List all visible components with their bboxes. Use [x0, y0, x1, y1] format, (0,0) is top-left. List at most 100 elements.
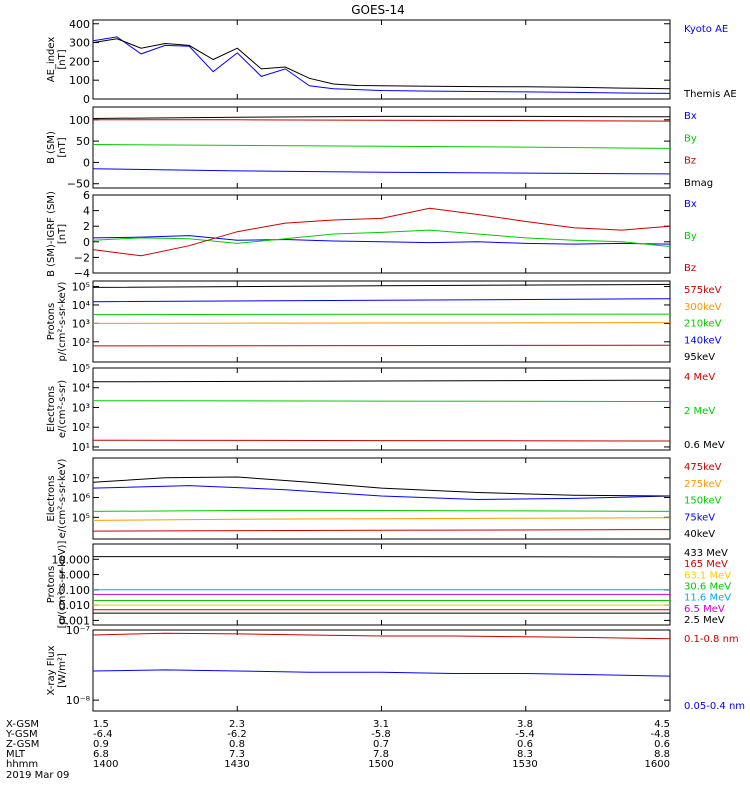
y-axis-label: B (SM)	[46, 131, 57, 164]
y-axis-label: B (SM)-IGRF (SM)	[46, 191, 57, 277]
y-tick-label: 0.010	[59, 599, 91, 612]
legend-label: By	[684, 231, 697, 242]
y-tick-label: 10³	[72, 401, 90, 414]
y-tick-label: −50	[67, 178, 90, 191]
footer-value: 8.8	[654, 749, 670, 760]
footer-value: -5.4	[515, 729, 535, 740]
series-line-bz	[93, 119, 670, 122]
series-line-275kev	[93, 517, 670, 521]
footer-value: 1500	[368, 759, 393, 770]
series-line-150kev	[93, 510, 670, 512]
legend-label: Bz	[684, 156, 696, 167]
footer-value: 0.6	[517, 739, 533, 750]
y-tick-label: 2	[83, 220, 90, 233]
y-tick-label: 6	[83, 189, 90, 202]
series-line-bz	[93, 207, 670, 257]
y-tick-label: 10⁴	[72, 299, 91, 312]
y-axis-label: Electrons	[46, 386, 57, 432]
y-tick-label: 10⁵	[72, 281, 90, 294]
series-line-0-05-0-4-nm	[93, 669, 670, 677]
footer-value: 3.1	[373, 719, 389, 730]
y-tick-label: 10¹	[72, 441, 90, 454]
y-tick-label: 10⁻⁷	[66, 624, 90, 637]
footer-value: 4.5	[654, 719, 670, 730]
y-axis-label: X-ray Flux	[46, 645, 57, 695]
footer-value: 7.8	[373, 749, 389, 760]
footer-value: 1600	[645, 759, 670, 770]
series-line-40kev	[93, 476, 670, 497]
panel-protons_lo: 10² 10³ 10⁴ 10⁵ Protons p/(cm²-s-sr-keV) 575ke…	[46, 280, 722, 363]
legend-label: 95keV	[684, 352, 715, 363]
panel-ae: 0 100 200 300 400 AE_index [nT] Kyoto AE Themis …	[46, 18, 737, 106]
series-line-bx	[93, 168, 670, 175]
footer-value: 0.6	[654, 739, 670, 750]
legend-label: 165 MeV	[684, 559, 728, 570]
legend-label: 275keV	[684, 479, 722, 490]
legend-label: Bz	[684, 263, 696, 274]
y-tick-label: 10³	[72, 317, 90, 330]
y-tick-label: 10⁵	[72, 362, 90, 375]
y-tick-label: −2	[74, 251, 90, 264]
y-tick-label: 0	[83, 156, 90, 169]
footer-value: 1.5	[93, 719, 109, 730]
footer-value: 0.9	[93, 739, 109, 750]
series-line-0-6-mev	[93, 379, 670, 383]
footer-row-label: hhmm	[6, 759, 38, 770]
footer-row-label: X-GSM	[6, 719, 39, 730]
series-line-95kev	[93, 283, 670, 288]
y-axis-label: AE_index	[46, 37, 57, 83]
legend-label: 0.05-0.4 nm	[684, 701, 745, 712]
y-tick-label: 0	[83, 93, 90, 106]
footer-value: -5.8	[371, 729, 391, 740]
y-tick-label: 10⁷	[72, 472, 90, 485]
y-tick-label: 10⁻⁸	[66, 694, 91, 707]
footer-value: -6.2	[227, 729, 247, 740]
legend-label: 75keV	[684, 512, 715, 523]
legend-label: Bx	[684, 199, 697, 210]
y-axis-label: Protons	[46, 566, 57, 603]
legend-label: 0.1-0.8 nm	[684, 634, 739, 645]
y-tick-label: 300	[69, 37, 90, 50]
y-tick-label: 0.100	[59, 584, 91, 597]
y-axis-label: e/(cm²-s-sr-keV)	[57, 459, 68, 539]
series-line-210kev	[93, 313, 670, 316]
legend-label: 40keV	[684, 529, 715, 540]
y-tick-label: 10⁵	[72, 511, 90, 524]
series-line-2-mev	[93, 400, 670, 402]
series-line-themis-ae	[93, 38, 670, 90]
y-tick-label: 400	[69, 18, 90, 31]
legend-label: 2 MeV	[684, 406, 715, 417]
panel-xray: 10⁻⁸ 10⁻⁷ X-ray Flux [W/m²] 0.1-0.8 nm 0.05-0…	[46, 624, 745, 712]
y-tick-label: 200	[69, 55, 90, 68]
y-tick-label: 10²	[72, 336, 90, 349]
y-axis-label: e/(cm²-s-sr)	[57, 380, 68, 438]
legend-label: Bmag	[684, 178, 713, 189]
y-axis-label: Protons	[46, 303, 57, 340]
panel-electrons_mev: 10¹ 10² 10³ 10⁴ 10⁵ Electrons e/(cm²-s-sr) 4 Me…	[46, 362, 725, 454]
series-line-75kev	[93, 485, 670, 501]
legend-label: Bx	[684, 111, 697, 122]
footer-value: 7.3	[229, 749, 245, 760]
series-line-4-mev	[93, 439, 670, 442]
footer-row-label: Z-GSM	[6, 739, 39, 750]
footer-value: 0.8	[229, 739, 245, 750]
footer-value: 3.8	[517, 719, 533, 730]
y-tick-label: 0	[83, 236, 90, 249]
series-line-140kev	[93, 298, 670, 303]
y-axis-label: [p/(cm²-s-sr-keV)]	[57, 541, 68, 629]
legend-label: 210keV	[684, 319, 722, 330]
legend-label: 11.6 MeV	[684, 593, 731, 604]
legend-label: 4 MeV	[684, 372, 715, 383]
footer-value: 0.7	[373, 739, 389, 750]
series-line-kyoto-ae	[93, 36, 670, 94]
y-tick-label: 4	[83, 205, 90, 218]
series-line-by	[93, 144, 670, 149]
footer-value: 1400	[93, 759, 118, 770]
footer-value: 8.3	[517, 749, 533, 760]
series-line-300kev	[93, 322, 670, 324]
footer-row-label: Y-GSM	[5, 729, 38, 740]
